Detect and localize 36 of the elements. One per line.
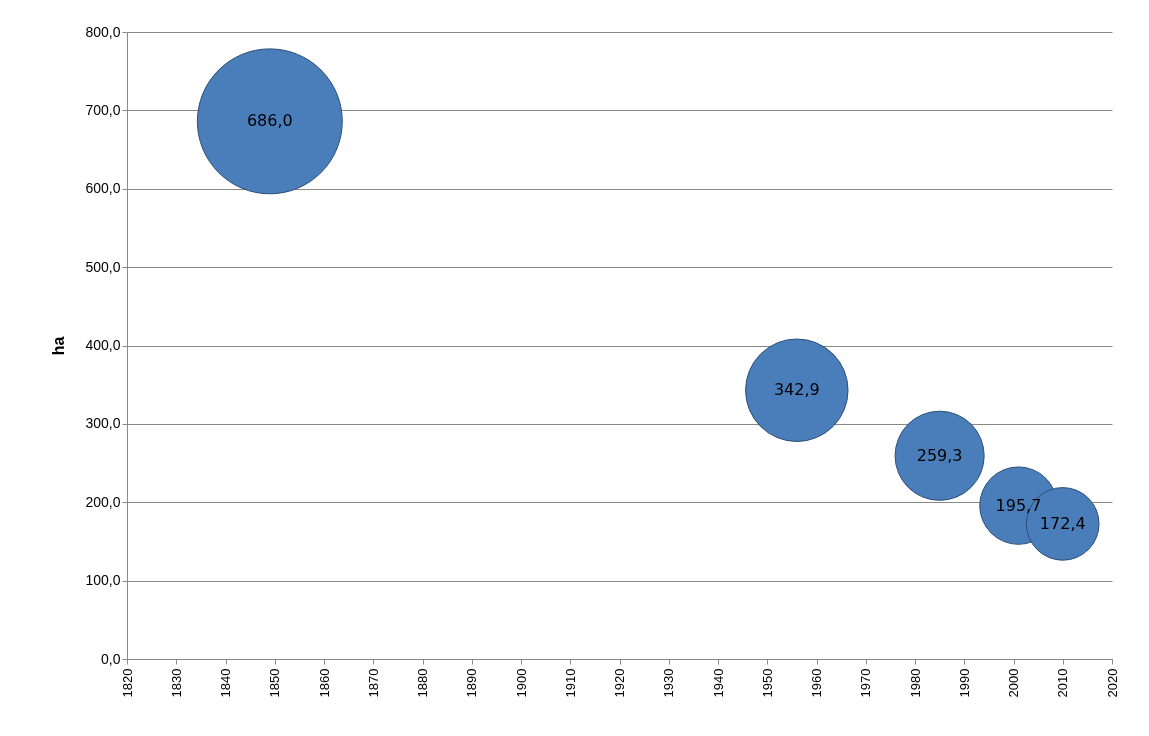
x-tick-label: 1880 bbox=[415, 668, 430, 698]
x-tick-label: 2000 bbox=[1006, 668, 1021, 698]
x-tick-label: 2010 bbox=[1055, 668, 1071, 698]
y-tick-label: 700,0 bbox=[85, 101, 121, 118]
data-label: 259,3 bbox=[916, 445, 963, 465]
x-tick-label: 1920 bbox=[612, 668, 627, 698]
y-tick-label: 400,0 bbox=[85, 337, 121, 353]
y-tick-label: 800,0 bbox=[85, 23, 121, 40]
x-tick-label: 1970 bbox=[858, 668, 874, 698]
x-tick-label: 1820 bbox=[119, 668, 135, 698]
y-tick-label: 300,0 bbox=[85, 415, 121, 432]
x-tick-label: 1850 bbox=[267, 668, 283, 698]
x-tick-label: 1860 bbox=[316, 668, 332, 698]
x-tick-label: 1960 bbox=[809, 668, 824, 698]
data-label: 195,7 bbox=[995, 495, 1042, 515]
x-tick-label: 1900 bbox=[513, 668, 529, 698]
x-tick-label: 1830 bbox=[168, 668, 184, 698]
x-tick-label: 2020 bbox=[1104, 668, 1120, 698]
data-label: 686,0 bbox=[246, 111, 293, 131]
x-tick-label: 1980 bbox=[907, 668, 923, 698]
x-tick-label: 1870 bbox=[365, 668, 381, 698]
y-tick-label: 600,0 bbox=[85, 180, 121, 197]
x-tick-label: 1990 bbox=[956, 668, 972, 698]
x-tick-label: 1930 bbox=[661, 668, 677, 698]
x-tick-label: 1940 bbox=[710, 668, 726, 698]
x-tick-label: 1950 bbox=[759, 668, 775, 698]
y-tick-label: 100,0 bbox=[85, 572, 121, 589]
x-tick-label: 1840 bbox=[218, 668, 233, 698]
y-tick-label: 500,0 bbox=[85, 258, 121, 275]
data-label: 172,4 bbox=[1039, 513, 1086, 533]
y-axis-title: ha bbox=[50, 336, 68, 356]
x-tick-label: 1910 bbox=[562, 668, 578, 698]
y-tick-label: 0,0 bbox=[101, 650, 121, 667]
data-label: 342,9 bbox=[773, 380, 820, 400]
y-tick-label: 200,0 bbox=[85, 493, 121, 510]
x-tick-label: 1890 bbox=[464, 668, 480, 698]
